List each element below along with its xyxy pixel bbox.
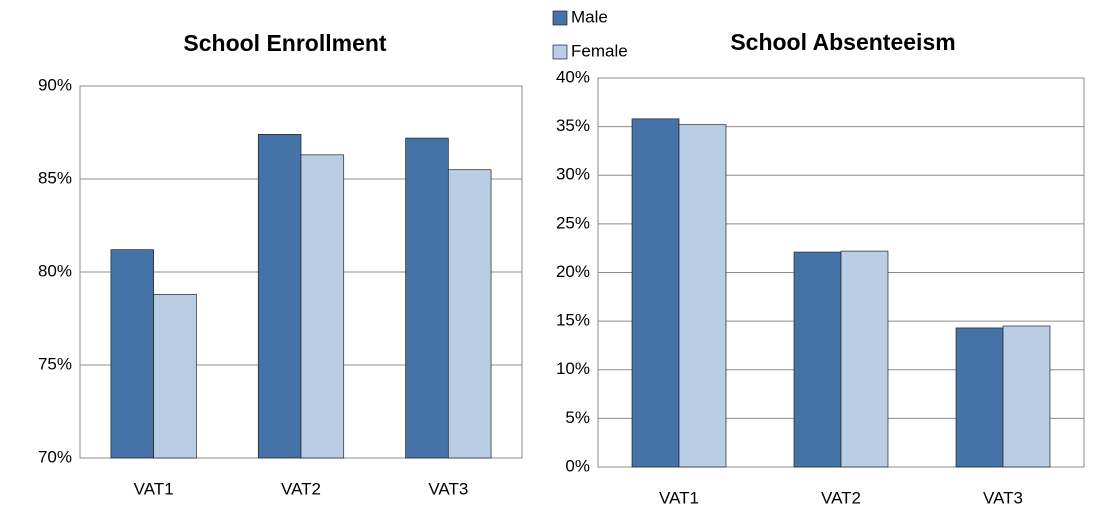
legend-swatch	[552, 10, 568, 26]
x-tick-label: VAT3	[428, 479, 468, 498]
bar	[1002, 325, 1051, 468]
y-tick-label: 30%	[556, 165, 590, 184]
y-tick-label: 5%	[565, 408, 590, 427]
y-tick-label: 40%	[556, 67, 590, 86]
bar	[793, 251, 842, 468]
y-tick-label: 70%	[38, 447, 72, 466]
bar	[955, 327, 1004, 468]
bar	[447, 169, 492, 459]
y-tick-label: 35%	[556, 116, 590, 135]
chart-title: School Enrollment	[183, 30, 387, 56]
x-tick-label: VAT1	[134, 479, 174, 498]
y-tick-label: 0%	[565, 456, 590, 475]
legend-label: Male	[571, 7, 608, 26]
x-tick-label: VAT2	[281, 479, 321, 498]
bar	[405, 137, 449, 459]
y-tick-label: 90%	[38, 75, 72, 94]
bar	[300, 154, 345, 459]
legend-swatch	[552, 44, 568, 60]
y-tick-label: 75%	[38, 354, 72, 373]
bar	[840, 250, 889, 468]
y-tick-label: 20%	[556, 262, 590, 281]
bar	[678, 124, 727, 468]
legend-label: Female	[571, 41, 628, 60]
y-tick-label: 85%	[38, 168, 72, 187]
bar	[631, 118, 680, 468]
y-tick-label: 10%	[556, 359, 590, 378]
x-tick-label: VAT2	[821, 488, 861, 507]
x-tick-label: VAT1	[659, 488, 699, 507]
y-tick-label: 25%	[556, 213, 590, 232]
y-tick-label: 15%	[556, 311, 590, 330]
bar	[110, 249, 155, 459]
bar	[153, 293, 197, 459]
y-tick-label: 80%	[38, 261, 72, 280]
x-tick-label: VAT3	[983, 488, 1023, 507]
bar	[257, 134, 302, 459]
chart-title: School Absenteeism	[730, 29, 955, 55]
